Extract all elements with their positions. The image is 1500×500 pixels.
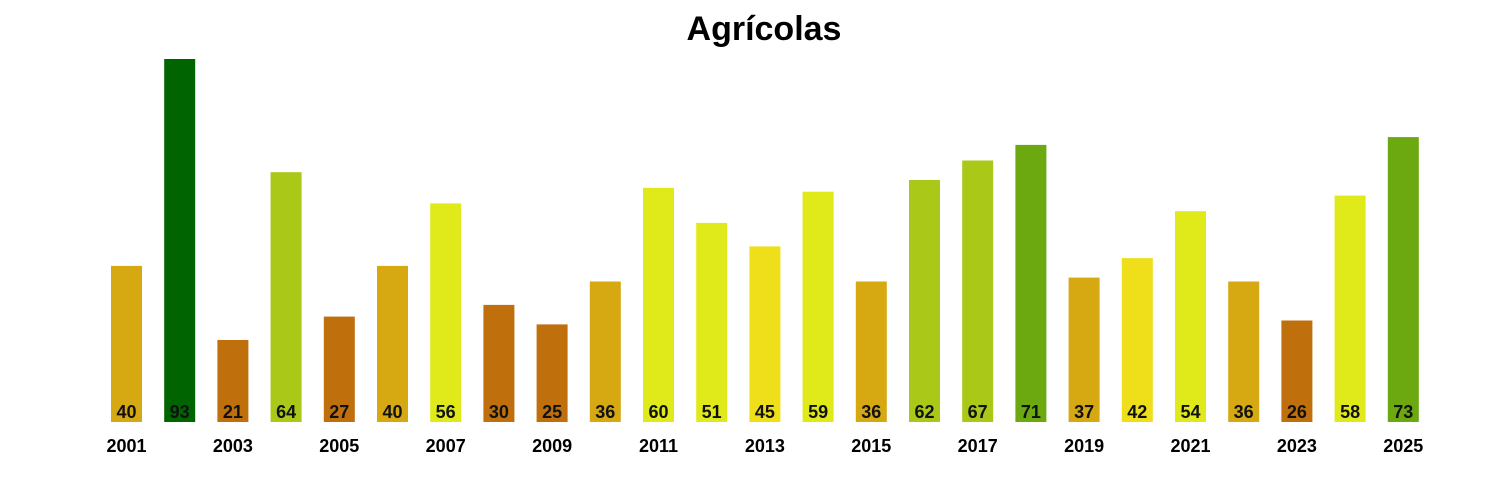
bar-2018 xyxy=(1015,144,1047,422)
bar-2013 xyxy=(749,246,781,422)
x-tick-label-2011: 2011 xyxy=(639,436,678,456)
bar-2011 xyxy=(643,187,674,422)
data-label-2003: 21 xyxy=(223,402,243,422)
data-label-2011: 60 xyxy=(648,402,668,422)
data-label-2015: 36 xyxy=(861,402,881,422)
data-label-2014: 59 xyxy=(808,402,828,422)
bar-2025 xyxy=(1387,137,1419,422)
data-label-2004: 64 xyxy=(276,402,296,422)
data-label-2008: 30 xyxy=(489,402,509,422)
bar-2005 xyxy=(323,316,355,422)
data-label-2016: 62 xyxy=(914,402,934,422)
bar-2012 xyxy=(696,222,728,422)
bar-2002 xyxy=(164,59,196,422)
bar-2006 xyxy=(377,265,408,422)
bar-2014 xyxy=(802,191,834,422)
data-label-2024: 58 xyxy=(1340,402,1360,422)
x-tick-label-2023: 2023 xyxy=(1277,436,1317,456)
x-tick-label-2025: 2025 xyxy=(1383,436,1423,456)
bar-2003 xyxy=(217,340,249,422)
bar-2001 xyxy=(111,265,142,422)
bar-2020 xyxy=(1121,258,1153,422)
x-tick-label-2021: 2021 xyxy=(1170,436,1210,456)
bar-2010 xyxy=(589,281,621,422)
bar-2024 xyxy=(1334,195,1366,422)
data-label-2023: 26 xyxy=(1287,402,1307,422)
data-label-2007: 56 xyxy=(436,402,456,422)
x-tick-label-2019: 2019 xyxy=(1064,436,1104,456)
bar-2015 xyxy=(855,281,887,422)
data-label-2006: 40 xyxy=(382,402,402,422)
x-tick-label-2009: 2009 xyxy=(532,436,572,456)
bar-2016 xyxy=(909,180,940,422)
x-tick-label-2007: 2007 xyxy=(426,436,466,456)
data-label-2025: 73 xyxy=(1393,402,1413,422)
data-label-2018: 71 xyxy=(1021,402,1041,422)
data-label-2009: 25 xyxy=(542,402,562,422)
bar-2004 xyxy=(270,172,302,422)
data-label-2002: 93 xyxy=(170,402,190,422)
x-tick-label-2001: 2001 xyxy=(106,436,146,456)
bar-2022 xyxy=(1228,281,1260,422)
chart-title: Agrícolas xyxy=(686,10,842,48)
x-tick-label-2013: 2013 xyxy=(745,436,785,456)
bar-2021 xyxy=(1175,211,1206,422)
data-label-2022: 36 xyxy=(1234,402,1254,422)
data-label-2019: 37 xyxy=(1074,402,1094,422)
data-label-2001: 40 xyxy=(116,402,136,422)
bar-2007 xyxy=(430,203,462,422)
data-label-2005: 27 xyxy=(329,402,349,422)
bar-2023 xyxy=(1281,320,1313,422)
bar-2009 xyxy=(536,324,568,422)
x-tick-label-2015: 2015 xyxy=(851,436,891,456)
bar-2017 xyxy=(962,160,994,422)
data-label-2010: 36 xyxy=(595,402,615,422)
data-label-2012: 51 xyxy=(702,402,722,422)
data-label-2013: 45 xyxy=(755,402,775,422)
x-tick-label-2017: 2017 xyxy=(958,436,998,456)
x-tick-label-2005: 2005 xyxy=(319,436,359,456)
bar-2019 xyxy=(1068,277,1100,422)
data-label-2021: 54 xyxy=(1180,402,1200,422)
data-label-2017: 67 xyxy=(968,402,988,422)
x-tick-label-2003: 2003 xyxy=(213,436,253,456)
data-label-2020: 42 xyxy=(1127,402,1147,422)
bar-2008 xyxy=(483,304,515,422)
